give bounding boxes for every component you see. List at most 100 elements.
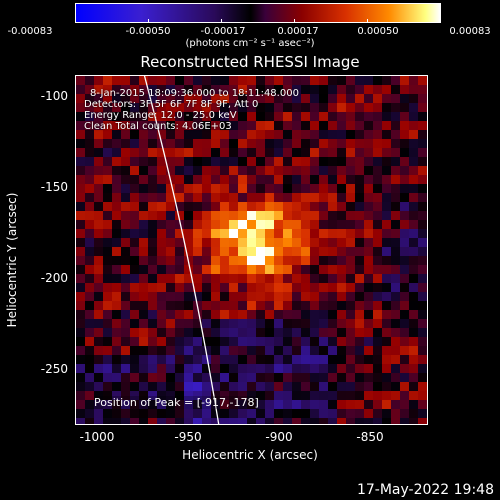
image-pixel bbox=[409, 409, 419, 419]
solar-limb-line bbox=[143, 76, 220, 424]
image-pixel bbox=[94, 346, 104, 356]
image-pixel bbox=[283, 238, 293, 248]
image-pixel bbox=[166, 148, 176, 158]
image-pixel bbox=[220, 346, 230, 356]
image-pixel bbox=[409, 346, 419, 356]
image-pixel bbox=[328, 265, 338, 275]
image-pixel bbox=[292, 328, 302, 338]
image-pixel bbox=[193, 391, 203, 401]
image-pixel bbox=[364, 157, 374, 167]
image-pixel bbox=[301, 355, 311, 365]
image-pixel bbox=[328, 193, 338, 203]
image-pixel bbox=[139, 355, 149, 365]
image-pixel bbox=[211, 247, 221, 257]
image-pixel bbox=[256, 130, 266, 140]
image-pixel bbox=[139, 76, 149, 86]
image-pixel bbox=[148, 310, 158, 320]
image-pixel bbox=[265, 121, 275, 131]
image-pixel bbox=[373, 337, 383, 347]
image-pixel bbox=[256, 157, 266, 167]
image-pixel bbox=[112, 130, 122, 140]
image-pixel bbox=[292, 400, 302, 410]
image-pixel bbox=[229, 130, 239, 140]
image-pixel bbox=[175, 121, 185, 131]
image-pixel bbox=[283, 319, 293, 329]
image-pixel bbox=[256, 202, 266, 212]
image-pixel bbox=[211, 346, 221, 356]
image-pixel bbox=[85, 328, 95, 338]
image-pixel bbox=[157, 292, 167, 302]
image-pixel bbox=[418, 382, 427, 392]
image-pixel bbox=[337, 220, 347, 230]
image-pixel bbox=[301, 292, 311, 302]
image-pixel bbox=[292, 337, 302, 347]
image-pixel bbox=[355, 211, 365, 221]
image-pixel bbox=[409, 148, 419, 158]
image-pixel bbox=[355, 220, 365, 230]
image-pixel bbox=[193, 157, 203, 167]
image-pixel bbox=[310, 148, 320, 158]
image-pixel bbox=[337, 211, 347, 221]
image-pixel bbox=[265, 229, 275, 239]
image-pixel bbox=[121, 85, 131, 95]
image-pixel bbox=[400, 103, 410, 113]
image-pixel bbox=[148, 112, 158, 122]
image-pixel bbox=[76, 310, 86, 320]
image-pixel bbox=[364, 121, 374, 131]
image-pixel bbox=[121, 94, 131, 104]
image-pixel bbox=[229, 256, 239, 266]
image-pixel bbox=[400, 130, 410, 140]
image-pixel bbox=[409, 94, 419, 104]
image-pixel bbox=[85, 175, 95, 185]
image-pixel bbox=[85, 94, 95, 104]
image-pixel bbox=[409, 247, 419, 257]
image-pixel bbox=[265, 94, 275, 104]
image-pixel bbox=[391, 301, 401, 311]
image-pixel bbox=[94, 292, 104, 302]
image-pixel bbox=[319, 175, 329, 185]
image-pixel bbox=[265, 337, 275, 347]
image-pixel bbox=[328, 256, 338, 266]
image-pixel bbox=[76, 130, 86, 140]
image-pixel bbox=[175, 229, 185, 239]
image-pixel bbox=[292, 256, 302, 266]
image-pixel bbox=[139, 211, 149, 221]
image-pixel bbox=[400, 283, 410, 293]
image-pixel bbox=[256, 229, 266, 239]
image-pixel bbox=[292, 292, 302, 302]
image-pixel bbox=[184, 337, 194, 347]
image-pixel bbox=[121, 346, 131, 356]
image-pixel bbox=[400, 166, 410, 176]
image-pixel bbox=[391, 256, 401, 266]
image-pixel bbox=[265, 85, 275, 95]
image-pixel bbox=[148, 193, 158, 203]
image-pixel bbox=[121, 175, 131, 185]
image-pixel bbox=[400, 238, 410, 248]
image-pixel bbox=[202, 202, 212, 212]
image-pixel bbox=[175, 130, 185, 140]
image-pixel bbox=[310, 355, 320, 365]
image-pixel bbox=[301, 274, 311, 284]
image-pixel bbox=[292, 175, 302, 185]
image-pixel bbox=[274, 409, 284, 419]
image-pixel bbox=[382, 202, 392, 212]
image-pixel bbox=[274, 328, 284, 338]
image-pixel bbox=[391, 319, 401, 329]
image-pixel bbox=[121, 202, 131, 212]
image-pixel bbox=[400, 382, 410, 392]
image-pixel bbox=[256, 148, 266, 158]
image-pixel bbox=[220, 409, 230, 419]
image-pixel bbox=[346, 400, 356, 410]
image-pixel bbox=[184, 310, 194, 320]
image-pixel bbox=[346, 418, 356, 424]
image-pixel bbox=[301, 364, 311, 374]
image-pixel bbox=[337, 112, 347, 122]
image-pixel bbox=[157, 346, 167, 356]
image-pixel bbox=[148, 184, 158, 194]
image-pixel bbox=[202, 382, 212, 392]
image-pixel bbox=[184, 211, 194, 221]
image-pixel bbox=[256, 319, 266, 329]
image-pixel bbox=[103, 130, 113, 140]
image-pixel bbox=[139, 139, 149, 149]
image-pixel bbox=[373, 211, 383, 221]
